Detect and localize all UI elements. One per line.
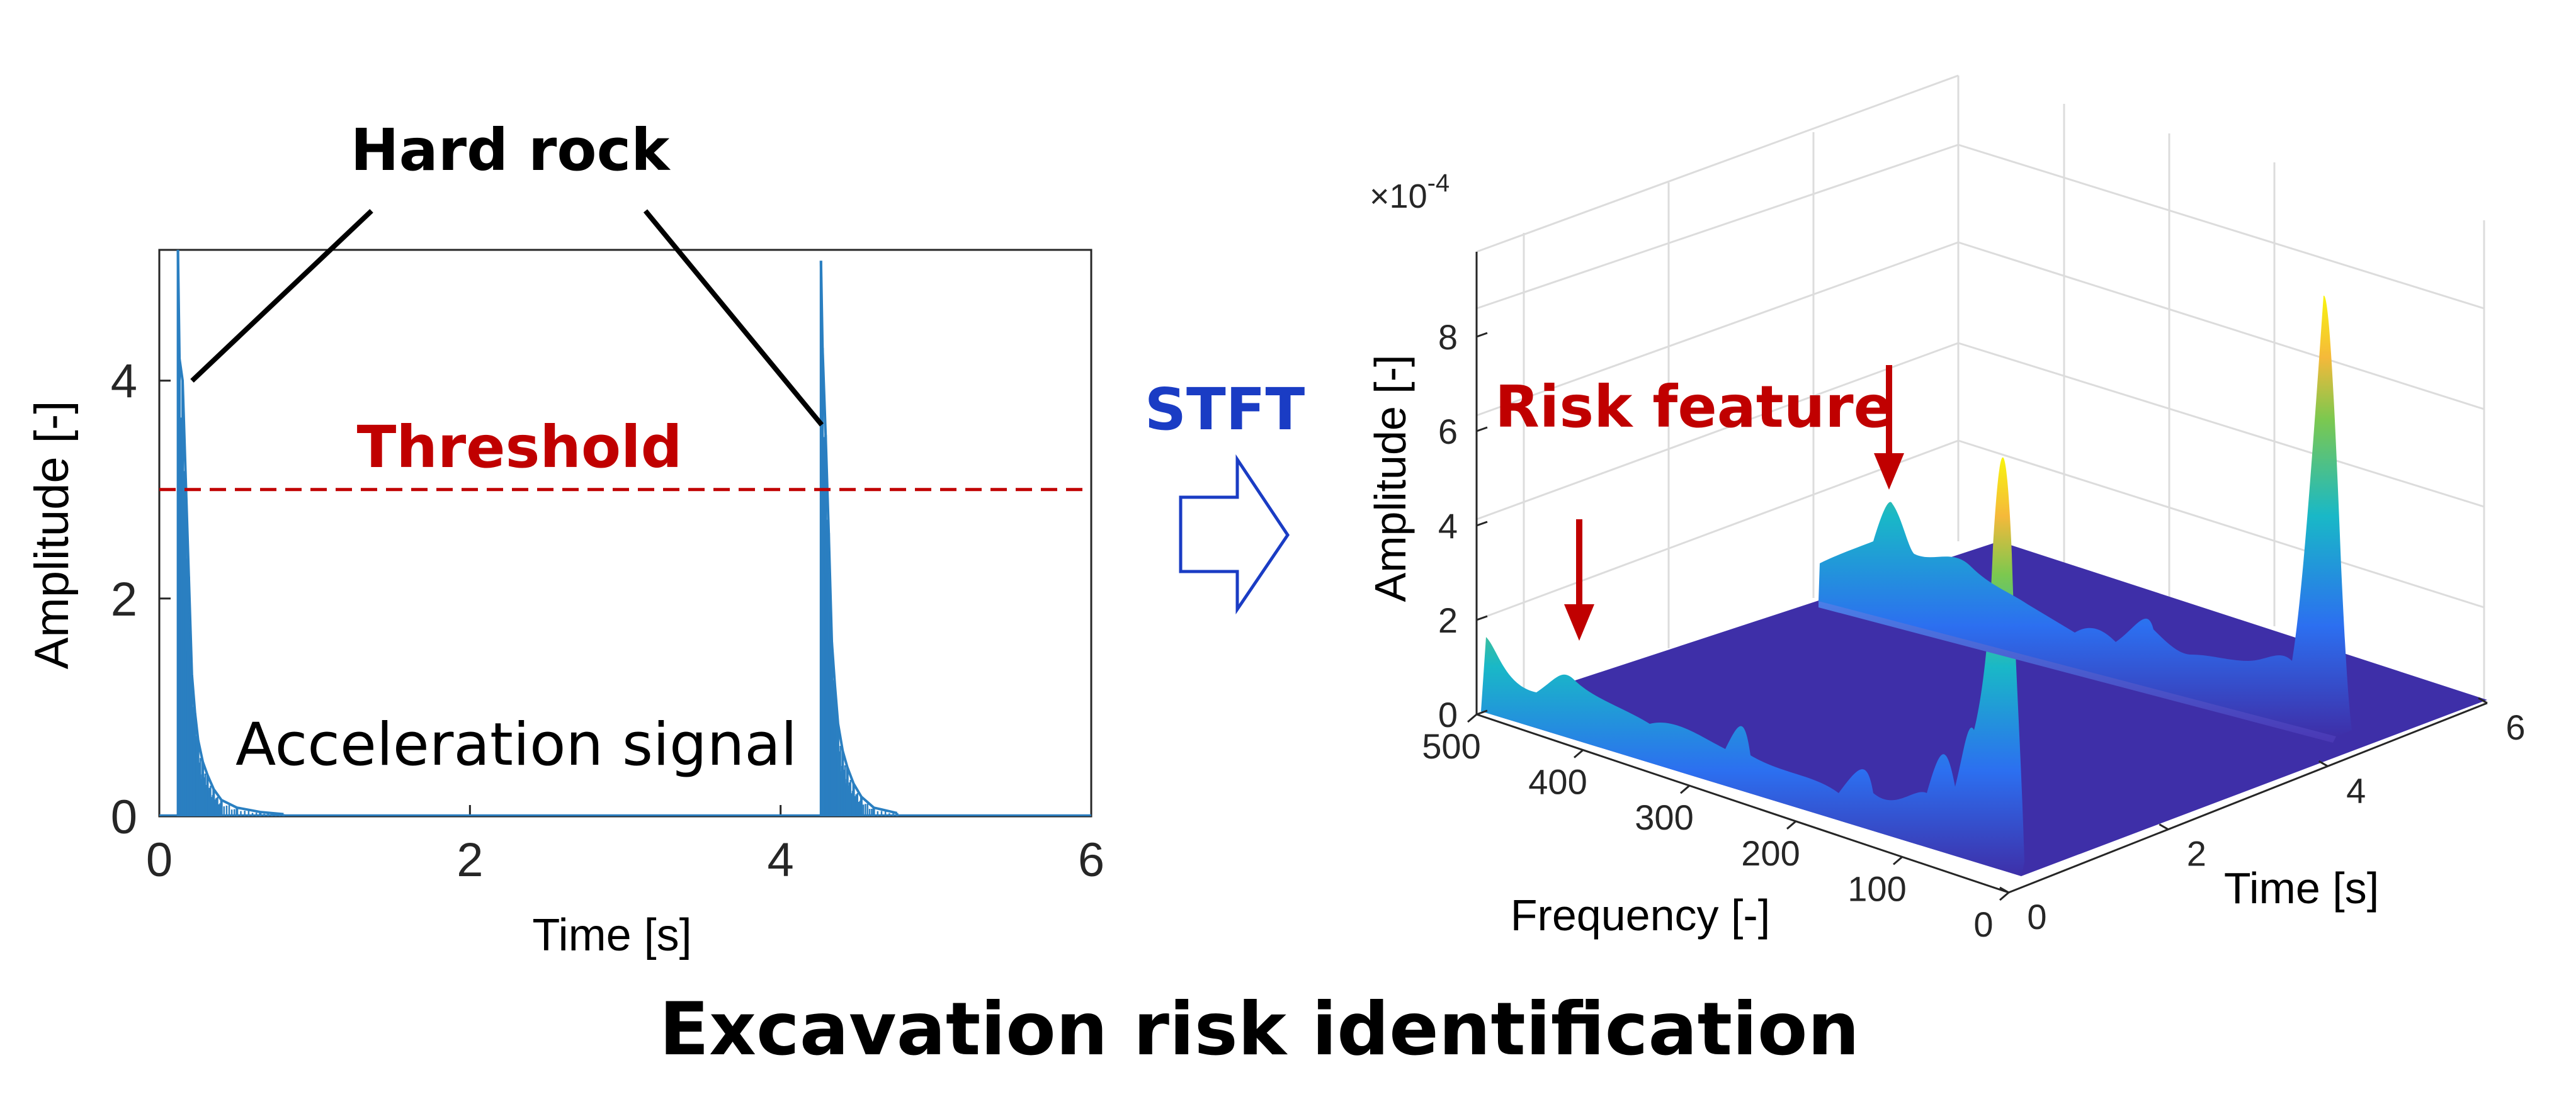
plot-frame bbox=[158, 249, 1092, 818]
time-axis-line bbox=[2008, 702, 2488, 894]
y-axis-label: Amplitude [-] bbox=[25, 401, 79, 670]
x-tick-label: 0 bbox=[146, 833, 173, 887]
frequency-tick-mark bbox=[1680, 785, 1690, 794]
frequency-tick-mark bbox=[1999, 891, 2009, 901]
x-tick-label: 6 bbox=[1078, 833, 1104, 887]
z-tick-mark bbox=[1476, 332, 1488, 338]
risk-arrow-right bbox=[1874, 365, 1904, 490]
threshold-label: Threshold bbox=[357, 414, 683, 481]
frequency-tick-label: 300 bbox=[1635, 797, 1693, 837]
x-axis-label: Time [s] bbox=[532, 910, 691, 960]
frequency-tick-label: 500 bbox=[1422, 726, 1480, 766]
frequency-tick-mark bbox=[1467, 713, 1477, 723]
z-tick-label: 2 bbox=[1438, 600, 1458, 640]
x-tick-label: 4 bbox=[768, 833, 794, 887]
stft-transform: STFT bbox=[1145, 376, 1305, 615]
frequency-tick-label: 200 bbox=[1741, 833, 1800, 873]
stft-label: STFT bbox=[1145, 376, 1305, 443]
x-tick-label: 2 bbox=[457, 833, 483, 887]
z-tick-mark bbox=[1476, 521, 1488, 527]
z-ticks: 0 2 4 6 8 bbox=[1438, 317, 1488, 735]
z-tick-mark bbox=[1476, 426, 1488, 432]
signal-label: Acceleration signal bbox=[235, 711, 797, 779]
z-tick-label: 4 bbox=[1438, 506, 1458, 546]
y-tick-label: 0 bbox=[111, 791, 137, 844]
time-tick-mark bbox=[1999, 886, 2009, 894]
signal-chart: 0 2 4 6 0 2 4 Threshold Hard rock Acceleratio… bbox=[25, 116, 1104, 960]
time-tick-mark bbox=[2478, 697, 2488, 704]
time-ticks: 0 2 4 6 bbox=[1999, 697, 2526, 937]
frequency-tick-mark bbox=[1574, 749, 1584, 758]
back-grid bbox=[1476, 74, 2485, 705]
z-tick-mark bbox=[1476, 709, 1488, 716]
frequency-tick-label: 0 bbox=[1973, 904, 1993, 944]
time-tick-label: 6 bbox=[2505, 707, 2525, 747]
hard-rock-label: Hard rock bbox=[351, 116, 671, 184]
hard-rock-pointer-left bbox=[190, 209, 373, 383]
signal-line-group bbox=[159, 249, 1091, 816]
y-tick-label: 4 bbox=[111, 355, 137, 408]
ridge-time-4 bbox=[1819, 295, 2352, 736]
spectrogram-chart: 0 2 4 6 8 500 400 300 200 100 0 0 2 4 6 ×10-4 Amplit… bbox=[1366, 74, 2526, 944]
figure-caption: Excavation risk identification bbox=[659, 987, 1859, 1072]
hard-rock-pointer-right bbox=[643, 209, 824, 427]
frequency-axis-line bbox=[1476, 713, 2009, 894]
time-tick-label: 2 bbox=[2187, 834, 2206, 874]
signal-envelope bbox=[176, 249, 898, 816]
risk-feature-label: Risk feature bbox=[1495, 373, 1893, 441]
y-tick-label: 2 bbox=[111, 573, 137, 626]
z-tick-label: 0 bbox=[1438, 695, 1458, 735]
frequency-tick-label: 400 bbox=[1528, 762, 1587, 802]
time-axis-label: Time [s] bbox=[2224, 864, 2379, 913]
ridge-time-4-shadow bbox=[1819, 601, 2336, 743]
frequency-ticks: 500 400 300 200 100 0 bbox=[1422, 713, 2009, 944]
z-tick-mark bbox=[1476, 615, 1488, 621]
time-tick-label: 4 bbox=[2346, 770, 2366, 810]
z-tick-label: 8 bbox=[1438, 317, 1458, 357]
time-tick-mark bbox=[2318, 760, 2329, 767]
frequency-tick-mark bbox=[1893, 856, 1903, 865]
time-tick-mark bbox=[2159, 823, 2169, 830]
ridge-time-0 bbox=[1481, 457, 2024, 876]
z-tick-label: 6 bbox=[1438, 412, 1458, 451]
arrow-right-icon bbox=[1179, 454, 1290, 615]
y-ticks: 0 2 4 bbox=[111, 355, 171, 844]
z-axis-label: Amplitude [-] bbox=[1366, 355, 1415, 602]
frequency-axis-label: Frequency [-] bbox=[1511, 891, 1770, 940]
risk-arrow-left bbox=[1564, 519, 1594, 641]
frequency-tick-label: 100 bbox=[1847, 869, 1906, 908]
z-scale-factor: ×10-4 bbox=[1370, 169, 1450, 215]
frequency-tick-mark bbox=[1786, 820, 1796, 830]
time-tick-label: 0 bbox=[2027, 897, 2046, 937]
